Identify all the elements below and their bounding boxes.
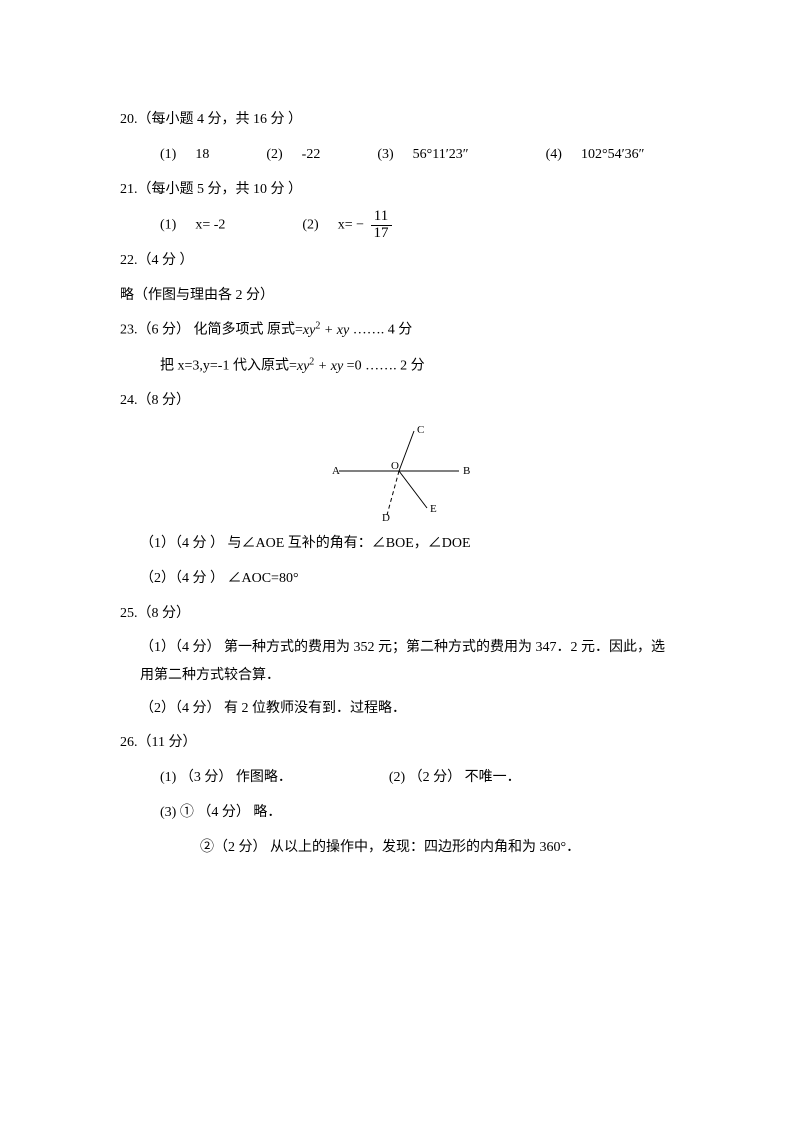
q25-p1: （1）（4 分） 第一种方式的费用为 352 元；第二种方式的费用为 347．2… bbox=[120, 634, 678, 690]
q24-label-c: C bbox=[417, 424, 424, 436]
q22-header: 22.（4 分 ） bbox=[120, 246, 678, 277]
q23-header: 23.（6 分） 化简多项式 原式= bbox=[120, 323, 303, 338]
q26-p3: ②（2 分） 从以上的操作中，发现：四边形的内角和为 360°． bbox=[120, 833, 678, 864]
q20-p4-label: (4) bbox=[546, 147, 562, 162]
q26-row1: (1) （3 分） 作图略． (2) （2 分） 不唯一． bbox=[120, 763, 678, 794]
q21-p2-label: (2) bbox=[302, 218, 318, 233]
q22-body: 略（作图与理由各 2 分） bbox=[120, 281, 678, 312]
q24-label-d: D bbox=[382, 512, 390, 523]
q23-tail2: ……. 2 分 bbox=[362, 359, 425, 374]
q23-expr1b: + xy bbox=[320, 323, 349, 338]
q20-p2-label: (2) bbox=[266, 147, 282, 162]
q21-frac-sign: − bbox=[356, 218, 364, 233]
q25-header: 25.（8 分） bbox=[120, 599, 678, 630]
q25-p2: （2）（4 分） 有 2 位教师没有到．过程略． bbox=[120, 694, 678, 725]
q21-frac-den: 17 bbox=[371, 226, 392, 242]
q24-label-e: E bbox=[430, 503, 437, 515]
q20-p4-val: 102°54′36″ bbox=[581, 147, 645, 162]
q24-header: 24.（8 分） bbox=[120, 386, 678, 417]
q23-eqzero: =0 bbox=[343, 359, 361, 374]
q26-p2: (3) ① （4 分） 略． bbox=[120, 798, 678, 829]
q20-p1-label: (1) bbox=[160, 147, 176, 162]
q24-p1: （1）（4 分 ） 与∠AOE 互补的角有：∠BOE，∠DOE bbox=[120, 529, 678, 560]
q21-frac-num: 11 bbox=[371, 209, 392, 226]
q21-fraction: 11 17 bbox=[371, 209, 392, 242]
q21-answers: (1) x= -2 (2) x= − 11 17 bbox=[120, 209, 678, 242]
q26-header: 26.（11 分） bbox=[120, 728, 678, 759]
q23-expr2a: xy bbox=[297, 359, 309, 374]
q21-p1-label: (1) bbox=[160, 218, 176, 233]
q21-p1-val: x= -2 bbox=[195, 218, 225, 233]
q20-p3-val: 56°11′23″ bbox=[413, 147, 469, 162]
answer-key-page: 20.（每小题 4 分，共 16 分 ） (1) 18 (2) -22 (3) … bbox=[0, 0, 793, 1122]
q23-line2: 把 x=3,y=-1 代入原式=xy2 + xy =0 ……. 2 分 bbox=[120, 351, 678, 382]
q24-p2: （2）（4 分 ） ∠AOC=80° bbox=[120, 564, 678, 595]
q20-p1-val: 18 bbox=[195, 147, 209, 162]
q20-header: 20.（每小题 4 分，共 16 分 ） bbox=[120, 105, 678, 136]
q24-label-b: B bbox=[463, 465, 470, 477]
q23-tail1: ……. 4 分 bbox=[349, 323, 412, 338]
q20-answers: (1) 18 (2) -22 (3) 56°11′23″ (4) 102°54′… bbox=[120, 140, 678, 171]
q23-expr2b: + xy bbox=[314, 359, 343, 374]
q24-diagram: A B C D E O bbox=[299, 423, 499, 523]
q23-line2a: 把 x=3,y=-1 代入原式= bbox=[160, 359, 297, 374]
q21-header: 21.（每小题 5 分，共 10 分 ） bbox=[120, 175, 678, 206]
q20-p3-label: (3) bbox=[377, 147, 393, 162]
q23-expr1a: xy bbox=[303, 323, 315, 338]
q26-p1b: (2) （2 分） 不唯一． bbox=[389, 770, 521, 785]
q20-p2-val: -22 bbox=[302, 147, 321, 162]
q21-p2-prefix: x= bbox=[338, 218, 353, 233]
q24-label-o: O bbox=[391, 460, 399, 472]
q24-label-a: A bbox=[332, 465, 340, 477]
q26-p1a: (1) （3 分） 作图略． bbox=[160, 770, 292, 785]
q23-line1: 23.（6 分） 化简多项式 原式=xy2 + xy ……. 4 分 bbox=[120, 315, 678, 346]
